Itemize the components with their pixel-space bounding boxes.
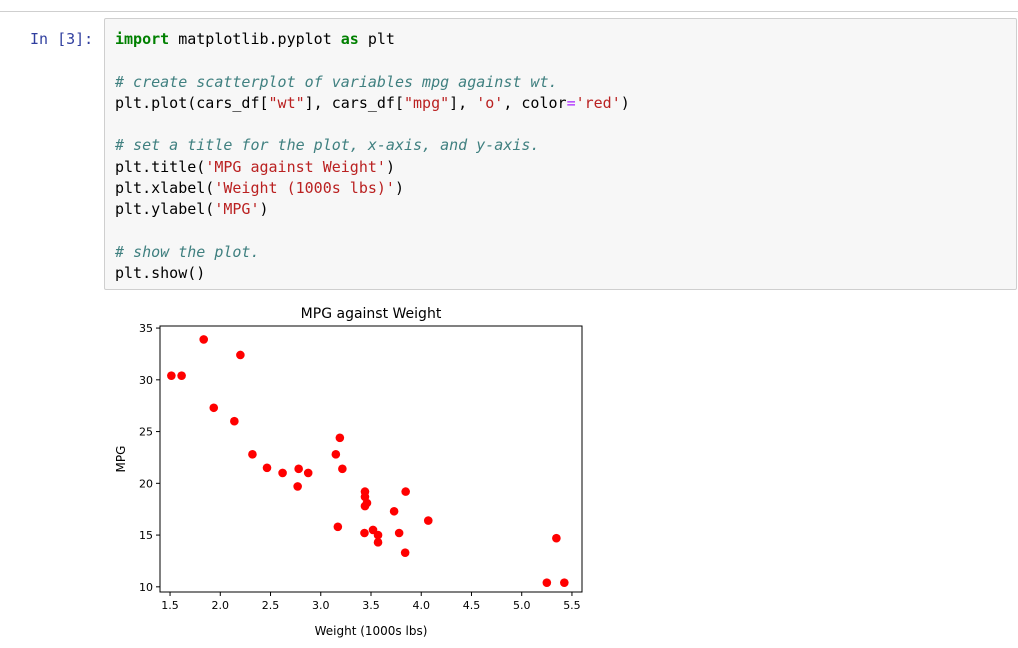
- data-points: [167, 335, 569, 587]
- string-literal: 'Weight (1000s lbs)': [214, 179, 395, 198]
- code-token: matplotlib.pyplot: [169, 30, 341, 48]
- data-point: [293, 482, 302, 491]
- data-point: [262, 463, 272, 473]
- scatter-chart: MPG against Weight 10 15 20 25 30 35 1.5 2.0 2.…: [114, 306, 583, 638]
- x-axis: 1.5 2.0 2.5 3.0 3.5 4.0 4.5 5.0 5.5: [161, 592, 581, 612]
- code-token: plt: [358, 30, 395, 48]
- code-token: plt.title(: [115, 157, 206, 176]
- data-point: [209, 403, 219, 413]
- data-point: [303, 468, 313, 478]
- code-token: ): [394, 179, 404, 198]
- y-axis-label: MPG: [114, 446, 128, 473]
- data-point: [230, 416, 239, 426]
- code-token: , color: [503, 93, 567, 112]
- y-tick-label: 35: [139, 322, 153, 335]
- data-point: [199, 335, 209, 344]
- data-point: [278, 468, 287, 478]
- y-tick-label: 10: [139, 581, 153, 594]
- cell-prompt: In [3]:: [30, 30, 94, 48]
- data-point: [400, 548, 410, 557]
- data-point: [401, 487, 410, 496]
- data-point: [167, 371, 176, 380]
- code-editor[interactable]: import matplotlib.pyplot as plt # create…: [115, 29, 630, 285]
- code-token: plt.ylabel(: [115, 200, 215, 219]
- string-literal: "wt": [268, 93, 305, 112]
- operator: =: [566, 93, 576, 112]
- code-token: ): [259, 200, 269, 219]
- chart-title: MPG against Weight: [301, 306, 442, 322]
- x-axis-label: Weight (1000s lbs): [315, 624, 428, 638]
- y-axis: 10 15 20 25 30 35: [139, 322, 160, 594]
- output-plot: MPG against Weight 10 15 20 25 30 35 1.5 2.0 2.…: [100, 298, 600, 648]
- y-tick-label: 15: [139, 529, 153, 542]
- x-tick-label: 2.0: [212, 599, 230, 612]
- code-token: plt.plot(cars_df[: [115, 93, 269, 112]
- data-point: [552, 533, 561, 543]
- string-literal: 'MPG': [214, 200, 260, 219]
- code-token: ): [620, 93, 630, 112]
- code-token: ): [385, 157, 395, 176]
- y-tick-label: 30: [139, 374, 153, 387]
- y-tick-label: 20: [139, 477, 153, 490]
- data-point: [394, 528, 404, 538]
- data-point: [373, 530, 383, 540]
- code-token: plt.show(): [115, 264, 206, 283]
- string-literal: 'o': [476, 93, 504, 112]
- data-point: [236, 350, 245, 360]
- data-point: [248, 450, 257, 459]
- string-literal: 'red': [575, 93, 621, 112]
- x-tick-label: 4.5: [463, 599, 481, 612]
- data-point: [360, 528, 369, 538]
- data-point: [542, 578, 552, 587]
- code-cell-input[interactable]: import matplotlib.pyplot as plt # create…: [104, 18, 1017, 290]
- x-tick-label: 3.5: [362, 599, 380, 612]
- data-point: [560, 578, 569, 587]
- data-point: [177, 371, 186, 380]
- string-literal: 'MPG against Weight': [205, 157, 386, 176]
- keyword-import: import: [115, 30, 170, 48]
- string-literal: "mpg": [404, 93, 450, 112]
- x-tick-label: 5.5: [563, 599, 581, 612]
- plot-area: [159, 325, 583, 593]
- x-tick-label: 2.5: [262, 599, 280, 612]
- y-tick-label: 25: [139, 426, 153, 439]
- code-token: ],: [449, 93, 477, 112]
- x-tick-label: 1.5: [161, 599, 179, 612]
- data-point: [333, 522, 343, 532]
- x-tick-label: 5.0: [513, 599, 531, 612]
- code-token: plt.xlabel(: [115, 179, 215, 198]
- data-point: [423, 516, 433, 525]
- data-point: [373, 538, 383, 547]
- code-comment: # set a title for the plot, x-axis, and …: [115, 136, 540, 155]
- data-point: [389, 506, 399, 516]
- data-point: [294, 464, 303, 474]
- data-point: [338, 464, 347, 474]
- cell-top-border: [0, 11, 1018, 12]
- code-comment: # create scatterplot of variables mpg ag…: [115, 72, 558, 91]
- code-token: ], cars_df[: [304, 93, 404, 112]
- data-point: [335, 433, 345, 443]
- data-point: [360, 487, 370, 496]
- x-tick-label: 4.0: [412, 599, 430, 612]
- code-comment: # show the plot.: [115, 242, 260, 261]
- data-point: [360, 501, 370, 511]
- x-tick-label: 3.0: [312, 599, 330, 612]
- keyword-as: as: [340, 30, 359, 48]
- data-point: [331, 450, 341, 459]
